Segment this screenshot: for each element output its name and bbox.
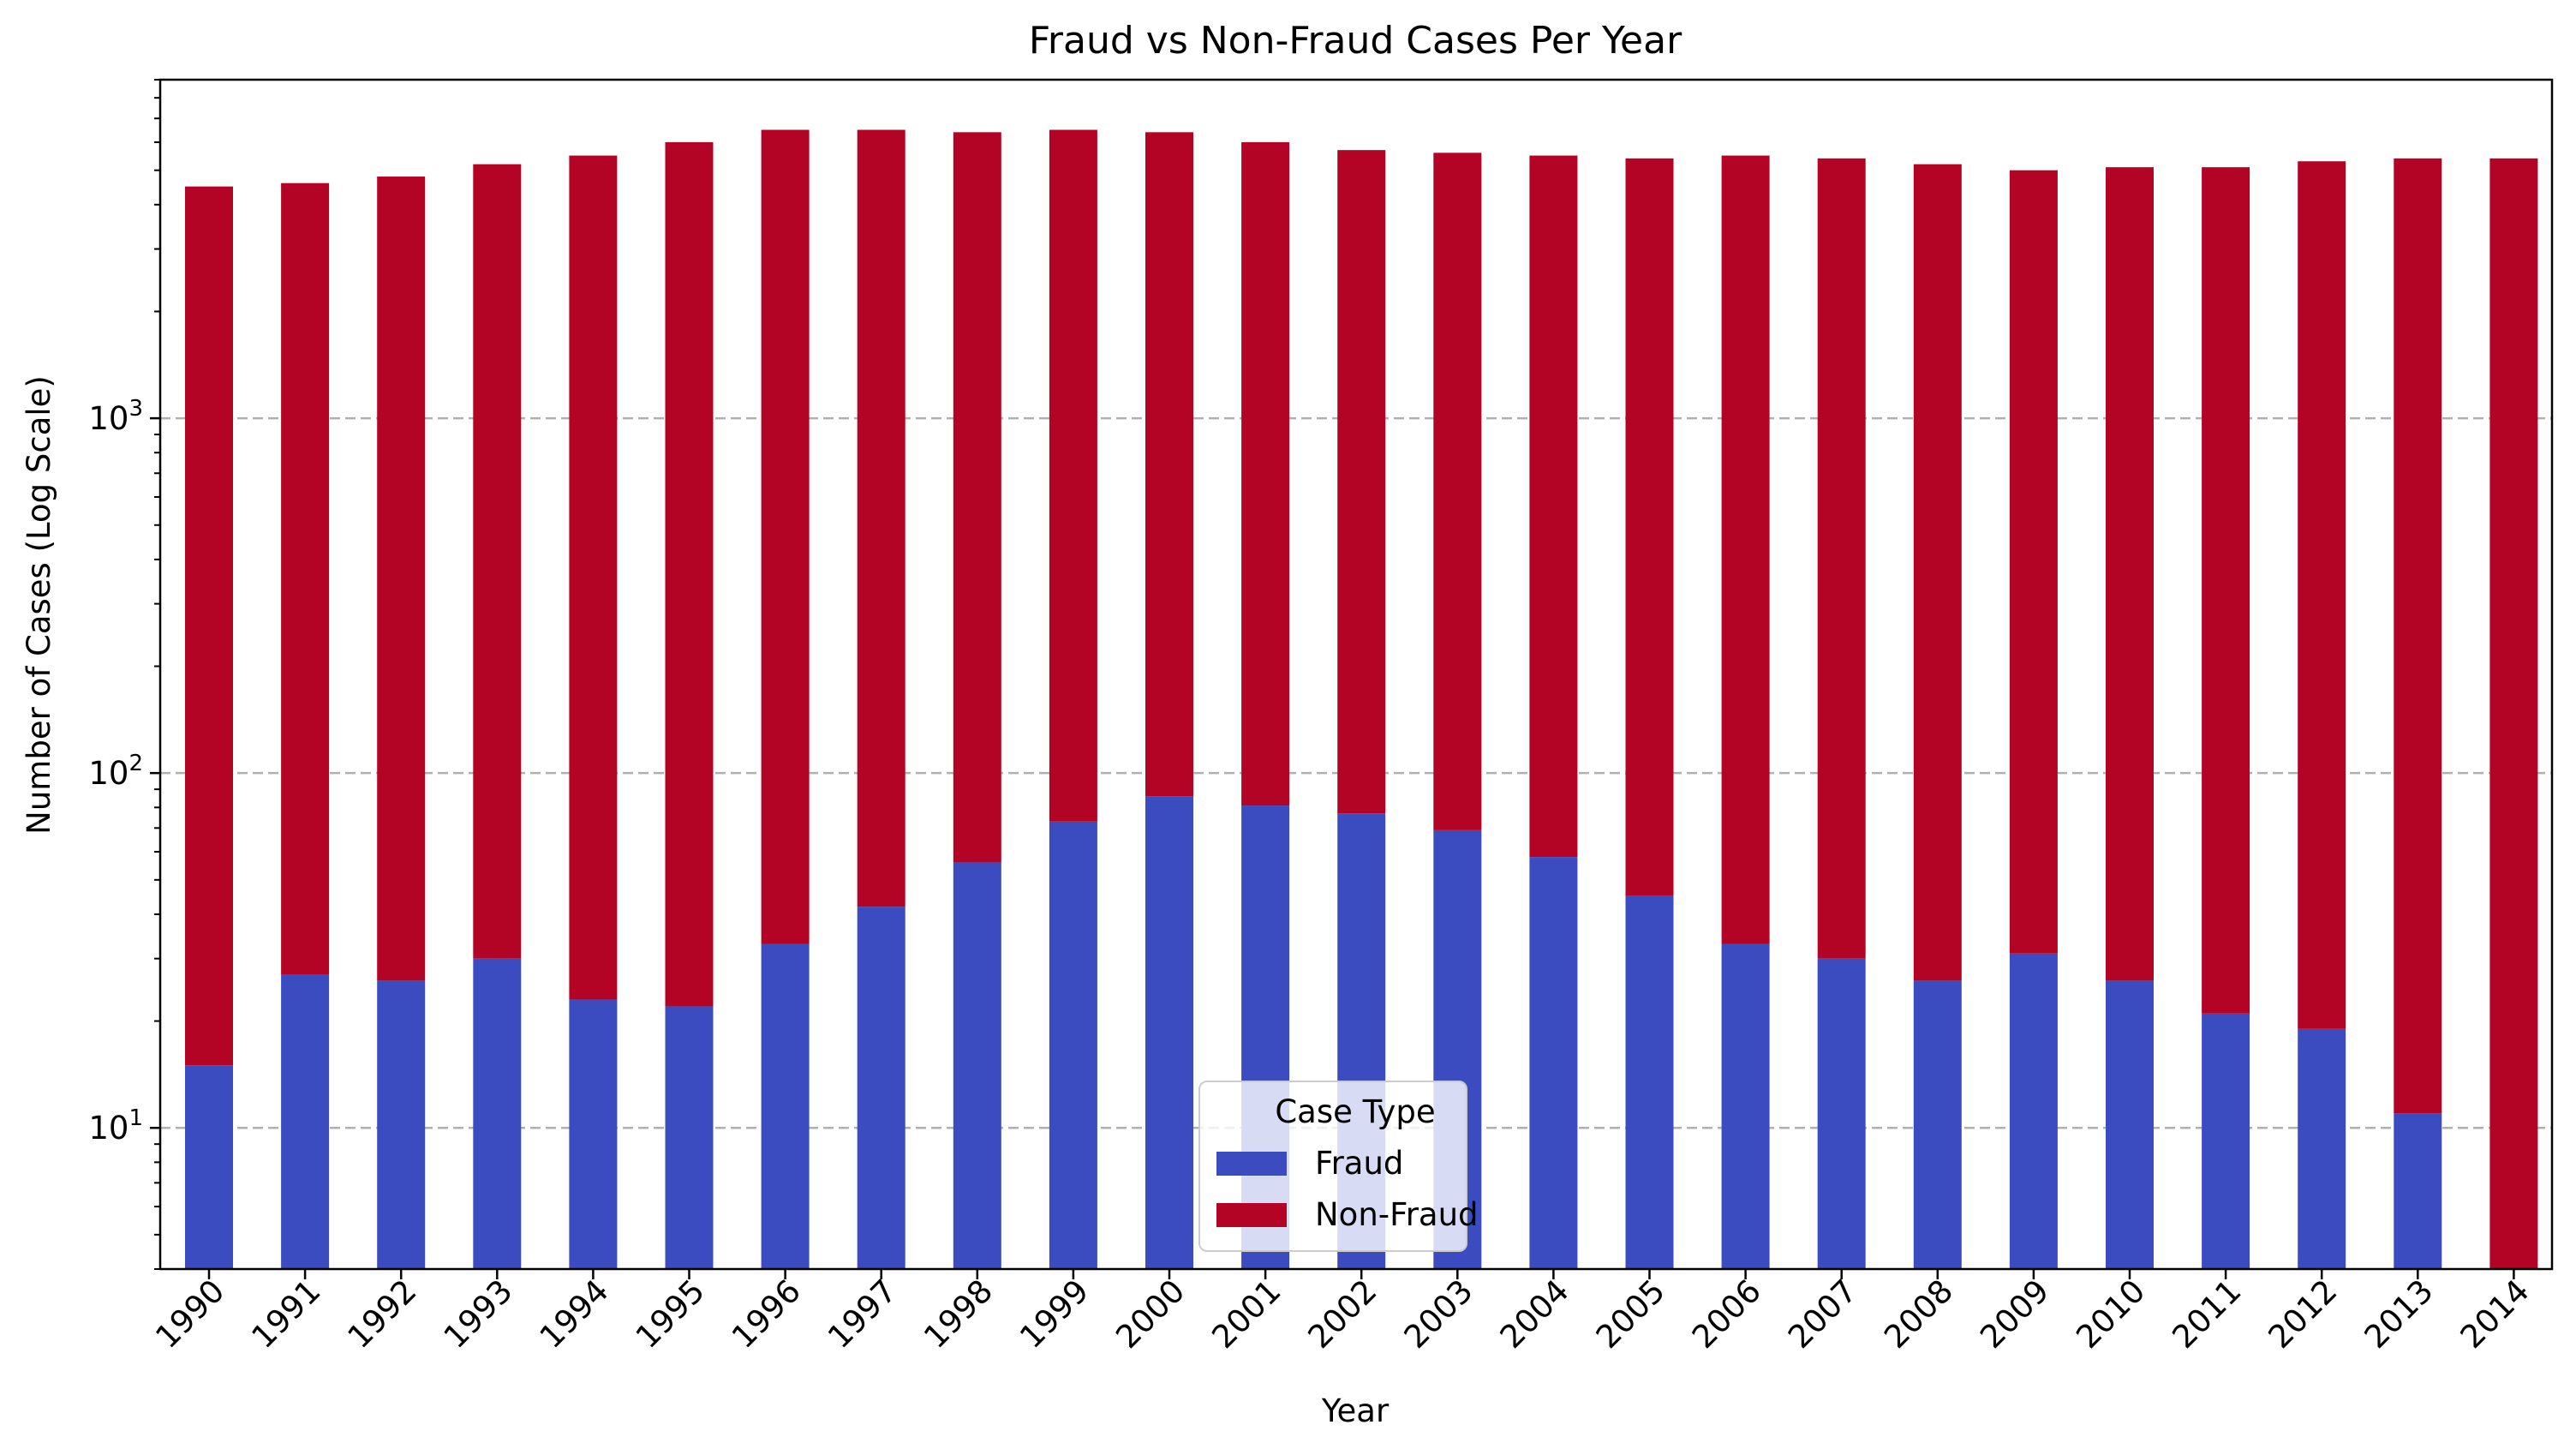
bar-non-fraud-2002 xyxy=(1337,150,1386,814)
bar-fraud-2011 xyxy=(2202,1013,2250,1269)
bar-fraud-1996 xyxy=(761,943,810,1269)
bar-non-fraud-2006 xyxy=(1721,155,1770,944)
bar-non-fraud-2012 xyxy=(2298,161,2346,1029)
bar-fraud-1994 xyxy=(569,999,618,1269)
bar-fraud-1993 xyxy=(473,958,522,1269)
bar-non-fraud-1995 xyxy=(665,141,714,1007)
bar-non-fraud-2005 xyxy=(1625,158,1674,896)
axes xyxy=(158,78,2554,1271)
bar-fraud-2009 xyxy=(2009,953,2058,1269)
bar-non-fraud-2004 xyxy=(1529,155,1578,858)
bar-non-fraud-1994 xyxy=(569,155,618,1000)
bar-fraud-2008 xyxy=(1913,980,1962,1269)
bar-fraud-2012 xyxy=(2298,1028,2346,1269)
bar-fraud-2007 xyxy=(1817,958,1866,1269)
legend-swatch-non-fraud xyxy=(1216,1203,1287,1227)
bar-non-fraud-2013 xyxy=(2394,158,2442,1114)
legend-title: Case Type xyxy=(1275,1093,1435,1130)
bars xyxy=(185,129,2538,1269)
bar-non-fraud-1992 xyxy=(377,177,426,981)
y-tick-label: 103 xyxy=(88,396,143,437)
chart-title: Fraud vs Non-Fraud Cases Per Year xyxy=(1029,19,1682,63)
bar-non-fraud-2007 xyxy=(1817,158,1866,959)
bar-non-fraud-2001 xyxy=(1241,141,1290,806)
bar-non-fraud-1999 xyxy=(1049,129,1097,822)
y-tick-label: 102 xyxy=(88,751,143,792)
bar-non-fraud-2003 xyxy=(1433,153,1482,830)
bar-fraud-1991 xyxy=(281,974,330,1269)
bar-non-fraud-1993 xyxy=(473,164,522,959)
bar-non-fraud-2010 xyxy=(2106,167,2154,981)
bar-fraud-1997 xyxy=(857,907,905,1269)
bar-fraud-2005 xyxy=(1625,895,1674,1269)
bar-non-fraud-1990 xyxy=(185,186,233,1066)
bar-fraud-2013 xyxy=(2394,1113,2442,1269)
y-tick-label: 101 xyxy=(88,1105,143,1147)
bar-fraud-1999 xyxy=(1049,821,1097,1269)
bar-non-fraud-2009 xyxy=(2009,170,2058,954)
bar-non-fraud-2014 xyxy=(2489,158,2538,1269)
bar-non-fraud-1996 xyxy=(761,129,810,944)
bar-non-fraud-1991 xyxy=(281,183,330,975)
bar-fraud-2006 xyxy=(1721,943,1770,1269)
bar-fraud-1990 xyxy=(185,1065,233,1269)
legend-label-non-fraud: Non-Fraud xyxy=(1315,1196,1479,1233)
bar-non-fraud-2011 xyxy=(2202,167,2250,1014)
bar-fraud-2000 xyxy=(1145,796,1193,1269)
bar-fraud-1998 xyxy=(953,862,1001,1269)
legend-swatch-fraud xyxy=(1216,1152,1287,1176)
bar-non-fraud-1997 xyxy=(857,129,905,907)
legend: Case Type Fraud Non-Fraud xyxy=(1198,1081,1479,1252)
bar-non-fraud-2008 xyxy=(1913,164,1962,981)
y-axis-label: Number of Cases (Log Scale) xyxy=(21,375,57,835)
bar-fraud-1995 xyxy=(665,1006,714,1269)
bar-non-fraud-2000 xyxy=(1145,132,1193,797)
x-axis-label: Year xyxy=(1321,1392,1390,1429)
plot-frame xyxy=(158,78,2554,1271)
bar-fraud-2004 xyxy=(1529,857,1578,1269)
bar-fraud-1992 xyxy=(377,980,426,1269)
bar-non-fraud-1998 xyxy=(953,132,1001,863)
legend-label-fraud: Fraud xyxy=(1315,1145,1403,1182)
bar-fraud-2010 xyxy=(2106,980,2154,1269)
